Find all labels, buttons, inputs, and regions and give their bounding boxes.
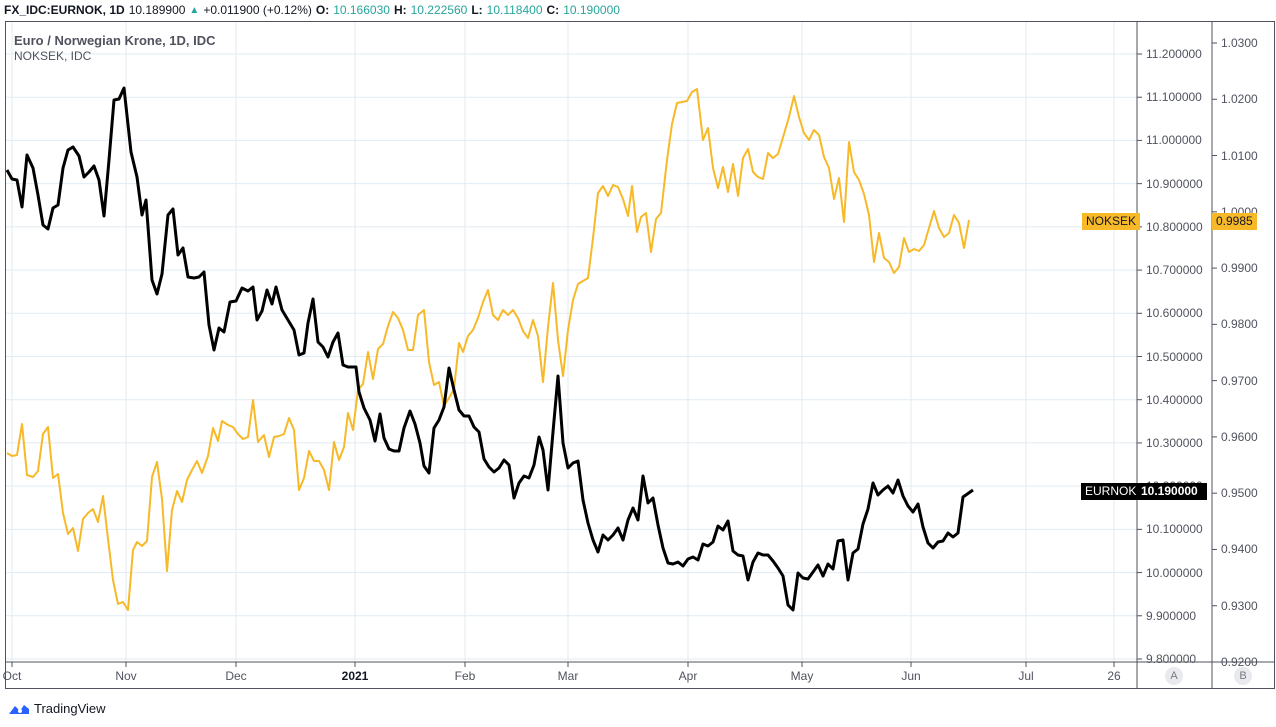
y-axis-a-label: 10.900000 xyxy=(1146,176,1203,191)
y-axis-b-label: 1.0200 xyxy=(1221,92,1258,107)
y-axis-b-label: 0.9400 xyxy=(1221,542,1258,557)
y-axis-b-label: 0.9900 xyxy=(1221,261,1258,276)
y-axis-a-label: 10.500000 xyxy=(1146,349,1203,364)
tradingview-brand-text: TradingView xyxy=(34,701,106,716)
y-axis-b-label: 0.9600 xyxy=(1221,429,1258,444)
y-axis-a-label: 11.000000 xyxy=(1146,133,1202,148)
eurnok-line xyxy=(5,86,974,612)
y-axis-a-label: 10.700000 xyxy=(1146,263,1203,278)
tradingview-branding[interactable]: TradingView xyxy=(8,701,106,716)
x-tick-label: Mar xyxy=(557,669,579,683)
y-axis-b-label: 1.0300 xyxy=(1221,36,1258,50)
y-axis-a-label: 11.200000 xyxy=(1146,47,1202,61)
x-tick-label: 26 xyxy=(1107,669,1121,683)
x-tick-label: Jun xyxy=(901,669,921,683)
y-axis-a-label: 10.100000 xyxy=(1146,522,1203,537)
close-label: C: xyxy=(546,3,560,17)
y-axis-a-label: 10.000000 xyxy=(1146,565,1203,580)
axis-lines xyxy=(5,21,1275,689)
y-axis-b-label: 0.9200 xyxy=(1221,655,1258,669)
high-value: 10.222560 xyxy=(410,3,468,17)
y-axis-b-label: 0.9500 xyxy=(1221,486,1258,501)
x-tick-label: May xyxy=(790,669,814,683)
y-axis-a-label: 10.800000 xyxy=(1146,219,1203,234)
last-price: 10.189900 xyxy=(128,3,186,17)
x-tick-label: Feb xyxy=(454,669,476,683)
y-axis-a-label: 10.300000 xyxy=(1146,435,1203,450)
eurnok-price-tag: 10.190000 xyxy=(1137,483,1207,500)
scale-a-button[interactable]: A xyxy=(1165,667,1183,685)
legend-overlay-series[interactable]: NOKSEK, IDC xyxy=(14,49,92,63)
x-tick-label: Jul xyxy=(1018,669,1034,683)
axis-ticks xyxy=(11,42,1217,667)
chart-frame xyxy=(5,21,1275,689)
noksek-line xyxy=(6,88,970,611)
y-axis-b-label: 1.0100 xyxy=(1221,148,1258,163)
y-axis-b-label: 0.9800 xyxy=(1221,317,1258,332)
chart-legend: Euro / Norwegian Krone, 1D, IDC NOKSEK, … xyxy=(14,32,216,63)
y-axis-b-label: 0.9300 xyxy=(1221,598,1258,613)
open-label: O: xyxy=(315,3,330,17)
y-axis-a-label: 10.400000 xyxy=(1146,392,1203,407)
up-arrow-icon: ▲ xyxy=(189,4,200,16)
y-axis-a-label: 11.100000 xyxy=(1146,90,1202,105)
low-value: 10.118400 xyxy=(486,3,543,17)
x-tick-label: Apr xyxy=(678,669,698,683)
noksek-price-tag: 0.9985 xyxy=(1212,213,1257,230)
symbol-title[interactable]: FX_IDC:EURNOK, 1D xyxy=(4,3,125,17)
low-label: L: xyxy=(471,3,483,17)
y-axis-a-label: 9.800000 xyxy=(1146,652,1197,666)
open-value: 10.166030 xyxy=(333,3,390,17)
scale-b-button[interactable]: B xyxy=(1234,667,1252,685)
x-tick-label: Dec xyxy=(225,669,247,683)
noksek-name-tag: NOKSEK xyxy=(1082,213,1141,230)
y-axis-b-label: 0.9700 xyxy=(1221,373,1258,388)
close-value: 10.190000 xyxy=(563,3,620,17)
y-axis-a-label: 10.600000 xyxy=(1146,306,1203,321)
symbol-header: FX_IDC:EURNOK, 1D 10.189900 ▲ +0.011900 … xyxy=(4,2,620,18)
tradingview-logo-icon xyxy=(9,705,29,714)
y-axis-a-label: 9.900000 xyxy=(1146,608,1197,623)
grid-lines xyxy=(6,22,1137,662)
x-tick-label: 2021 xyxy=(341,669,369,683)
price-change: +0.011900 (+0.12%) xyxy=(203,3,312,17)
legend-main-series[interactable]: Euro / Norwegian Krone, 1D, IDC xyxy=(14,33,216,48)
eurnok-name-tag: EURNOK xyxy=(1081,483,1141,500)
x-tick-label: Oct xyxy=(2,669,22,683)
high-label: H: xyxy=(393,3,407,17)
x-tick-label: Nov xyxy=(115,669,137,683)
